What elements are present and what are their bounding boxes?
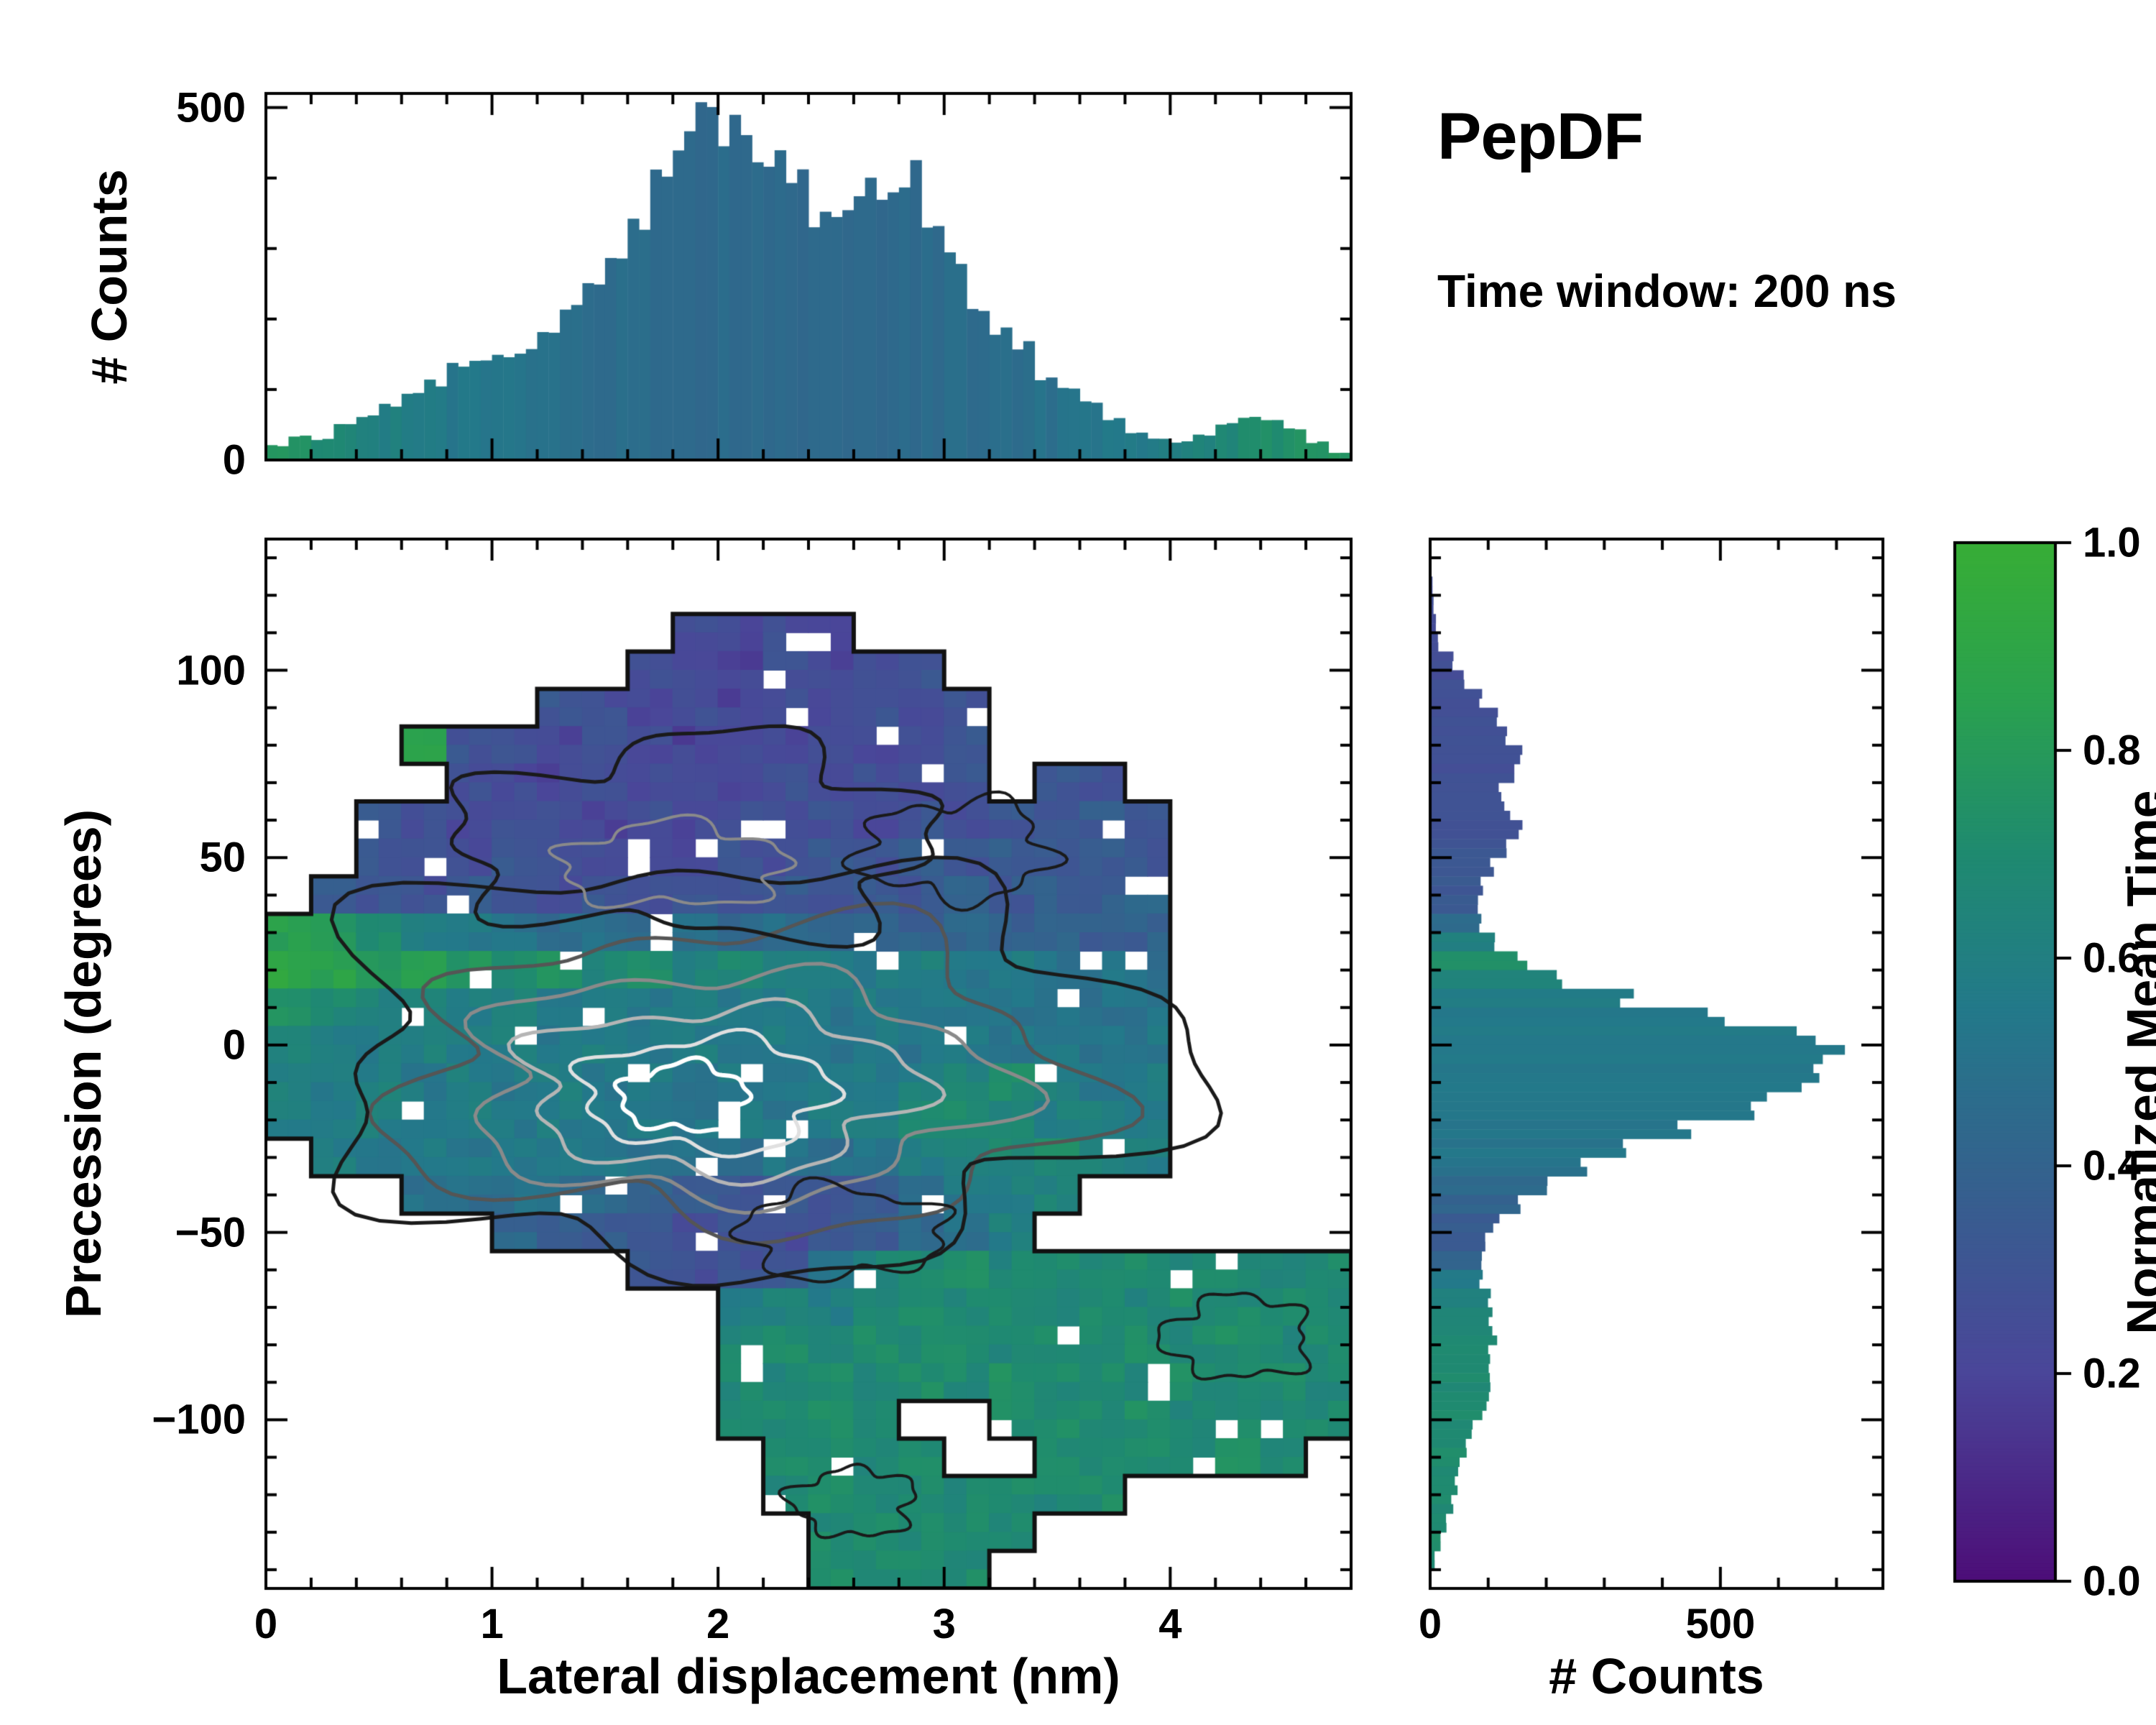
chart-canvas <box>0 0 2156 1725</box>
